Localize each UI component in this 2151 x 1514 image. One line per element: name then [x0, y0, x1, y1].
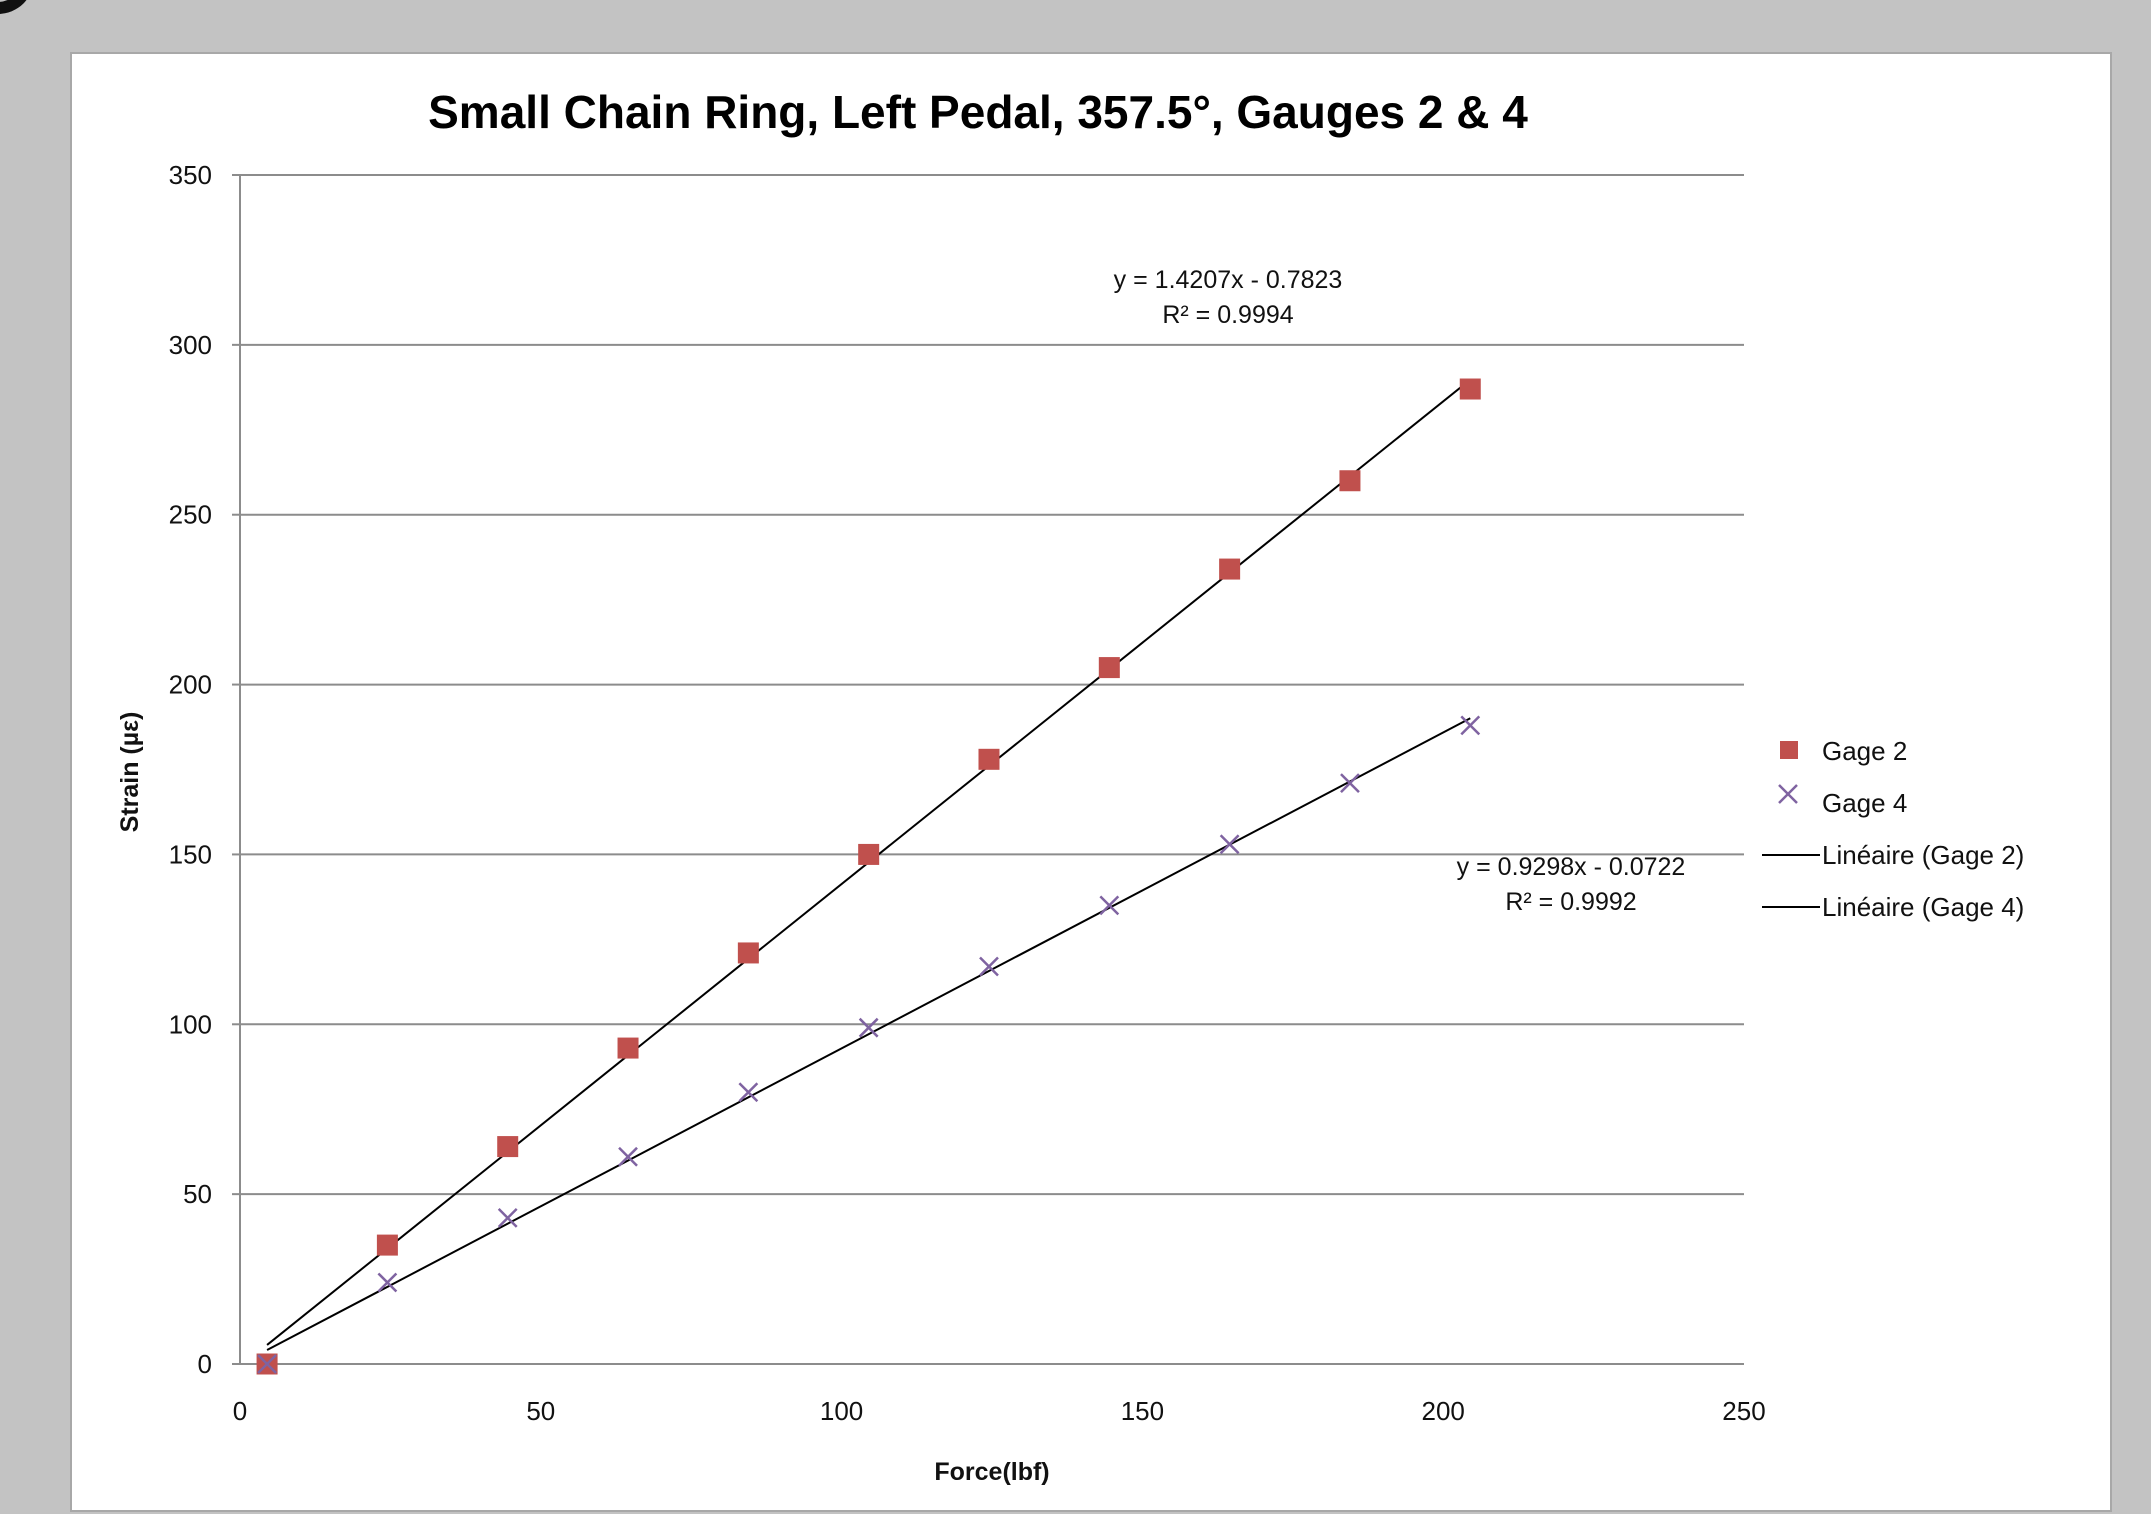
point-gage-2-9 — [1339, 470, 1361, 492]
x-tick-label-50: 50 — [526, 1396, 555, 1426]
y-tick-label-150: 150 — [169, 839, 212, 869]
point-gage-4-9 — [1340, 773, 1360, 793]
point-gage-2-4 — [737, 942, 759, 964]
x-tick-label-0: 0 — [233, 1396, 247, 1426]
equation-gage-4: y = 0.9298x - 0.0722 — [1457, 853, 1686, 881]
point-gage-4-5 — [858, 1017, 879, 1038]
point-gage-2-5 — [858, 843, 880, 865]
point-gage-4-6 — [979, 956, 999, 977]
point-gage-4-2 — [497, 1208, 518, 1228]
y-tick-label-350: 350 — [169, 160, 212, 190]
x-tick-label-250: 250 — [1722, 1396, 1765, 1426]
trendline-equations: y = 1.4207x - 0.7823 R² = 0.9994 y = 0.9… — [1114, 266, 1686, 916]
point-gage-2-2 — [497, 1136, 519, 1158]
y-tick-label-250: 250 — [169, 500, 212, 530]
chart-area: Small Chain Ring, Left Pedal, 357.5°, Ga… — [70, 52, 2112, 1512]
point-gage-4-10 — [1460, 715, 1481, 736]
x-tick-label-200: 200 — [1422, 1396, 1465, 1426]
legend-label-linear-gage-2: Linéaire (Gage 2) — [1822, 840, 2024, 870]
data-points — [256, 378, 1481, 1375]
point-gage-2-8 — [1219, 558, 1241, 580]
r-squared-gage-4: R² = 0.9992 — [1505, 888, 1636, 916]
y-axis-title: Strain (µε) — [116, 712, 144, 833]
point-gage-2-3 — [617, 1037, 639, 1059]
legend-label-linear-gage-4: Linéaire (Gage 4) — [1822, 892, 2024, 922]
point-gage-2-10 — [1459, 378, 1481, 400]
point-gage-4-3 — [618, 1146, 638, 1167]
point-gage-4-1 — [377, 1272, 398, 1293]
cropped-letter-fragment — [0, 0, 34, 14]
point-gage-2-7 — [1098, 657, 1120, 679]
y-tick-label-300: 300 — [169, 330, 212, 360]
trendline-gage-4 — [266, 717, 1471, 1351]
y-tick-label-0: 0 — [198, 1349, 212, 1379]
legend: Gage 2 Gage 4 Linéaire (Gage 2) Linéaire… — [1762, 736, 2024, 922]
point-gage-4-8 — [1219, 834, 1240, 855]
x-axis-title: Force(lbf) — [934, 1458, 1049, 1486]
y-tick-label-50: 50 — [183, 1179, 212, 1209]
equation-gage-2: y = 1.4207x - 0.7823 — [1114, 266, 1343, 294]
axes: 0 50 100 150 200 250 300 350 0 50 100 150 200 250 — [169, 160, 1766, 1426]
y-tick-label-100: 100 — [169, 1009, 212, 1039]
legend-marker-gage-4 — [1778, 784, 1798, 804]
point-gage-4-7 — [1099, 895, 1120, 916]
y-tick-label-200: 200 — [169, 670, 212, 700]
legend-label-gage-2: Gage 2 — [1822, 736, 1907, 766]
point-gage-2-1 — [376, 1234, 398, 1256]
point-gage-4-4 — [738, 1082, 759, 1103]
x-tick-label-150: 150 — [1121, 1396, 1164, 1426]
chart-title: Small Chain Ring, Left Pedal, 357.5°, Ga… — [428, 86, 1528, 138]
point-gage-2-6 — [978, 748, 1000, 770]
r-squared-gage-2: R² = 0.9994 — [1162, 301, 1293, 329]
scatter-chart: Small Chain Ring, Left Pedal, 357.5°, Ga… — [116, 86, 2024, 1486]
point-gage-4-0 — [257, 1354, 277, 1374]
gridlines — [240, 174, 1744, 1196]
legend-marker-gage-2 — [1780, 741, 1798, 759]
legend-label-gage-4: Gage 4 — [1822, 788, 1907, 818]
x-tick-label-100: 100 — [820, 1396, 863, 1426]
